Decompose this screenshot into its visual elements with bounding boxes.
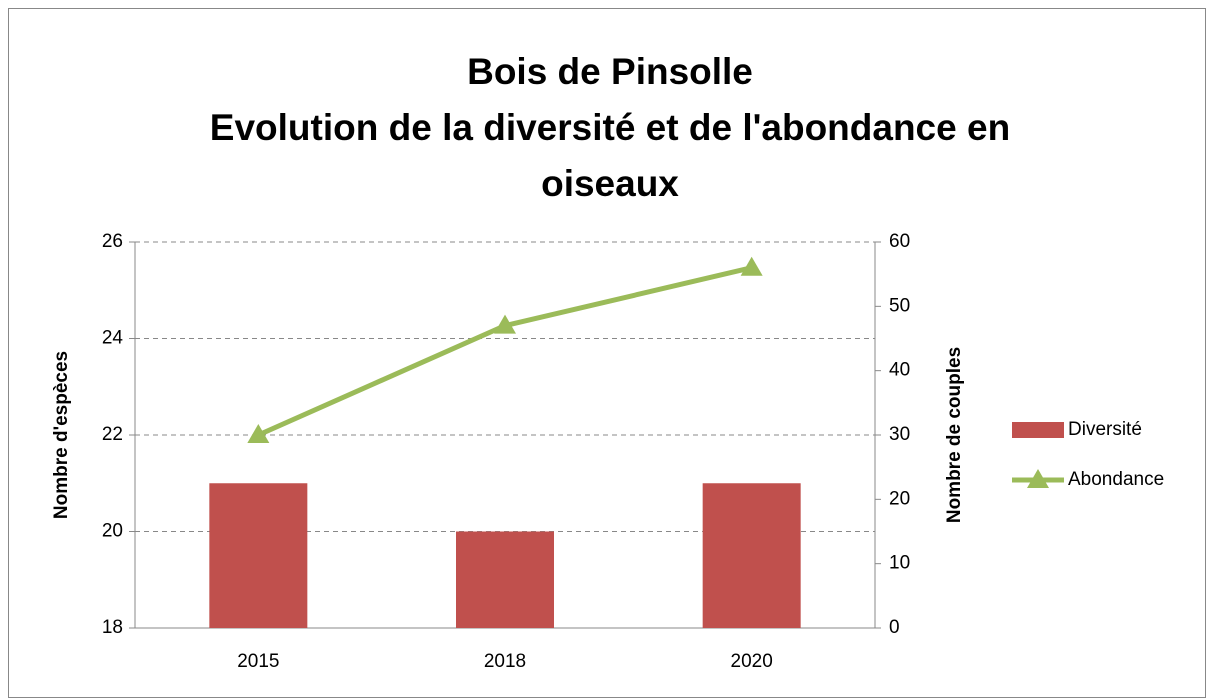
y-tick-label: 22 [102,424,123,445]
legend-label: Abondance [1068,469,1164,490]
y-tick-label: 26 [102,231,123,252]
y-tick-label: 20 [102,521,123,542]
legend-swatch [1012,422,1064,438]
y2-tick-label: 0 [889,617,900,638]
y2-tick-label: 50 [889,295,910,316]
legend-marker [1027,469,1049,488]
y2-tick-label: 10 [889,553,910,574]
bar [702,483,801,628]
y-tick-label: 18 [102,617,123,638]
bar [209,483,308,628]
y2-tick-label: 20 [889,488,910,509]
x-tick-label: 2020 [731,651,773,672]
x-tick-label: 2015 [237,651,279,672]
legend-label: Diversité [1068,419,1142,440]
y-tick-label: 24 [102,328,124,349]
y2-axis-label: Nombre de couples [944,347,965,523]
line-marker [740,256,763,276]
line-marker [494,314,516,334]
line-marker [247,424,270,443]
chart: Nombre d'espèces Nombre de couples 18202… [51,231,1164,672]
chart-subtitle: Evolution de la diversité et de l'abonda… [209,107,1011,204]
y2-tick-label: 40 [889,360,910,381]
chart-title: Bois de Pinsolle [467,51,753,92]
page: Bois de Pinsolle Evolution de la diversi… [8,8,1206,698]
y2-tick-label: 30 [889,424,910,445]
bar [456,531,554,628]
x-tick-label: 2018 [484,651,526,672]
line-series [257,265,753,438]
y-axis-label: Nombre d'espèces [51,351,72,519]
y2-tick-label: 60 [889,231,910,252]
chart-title-block: Bois de Pinsolle Evolution de la diversi… [150,44,1070,212]
